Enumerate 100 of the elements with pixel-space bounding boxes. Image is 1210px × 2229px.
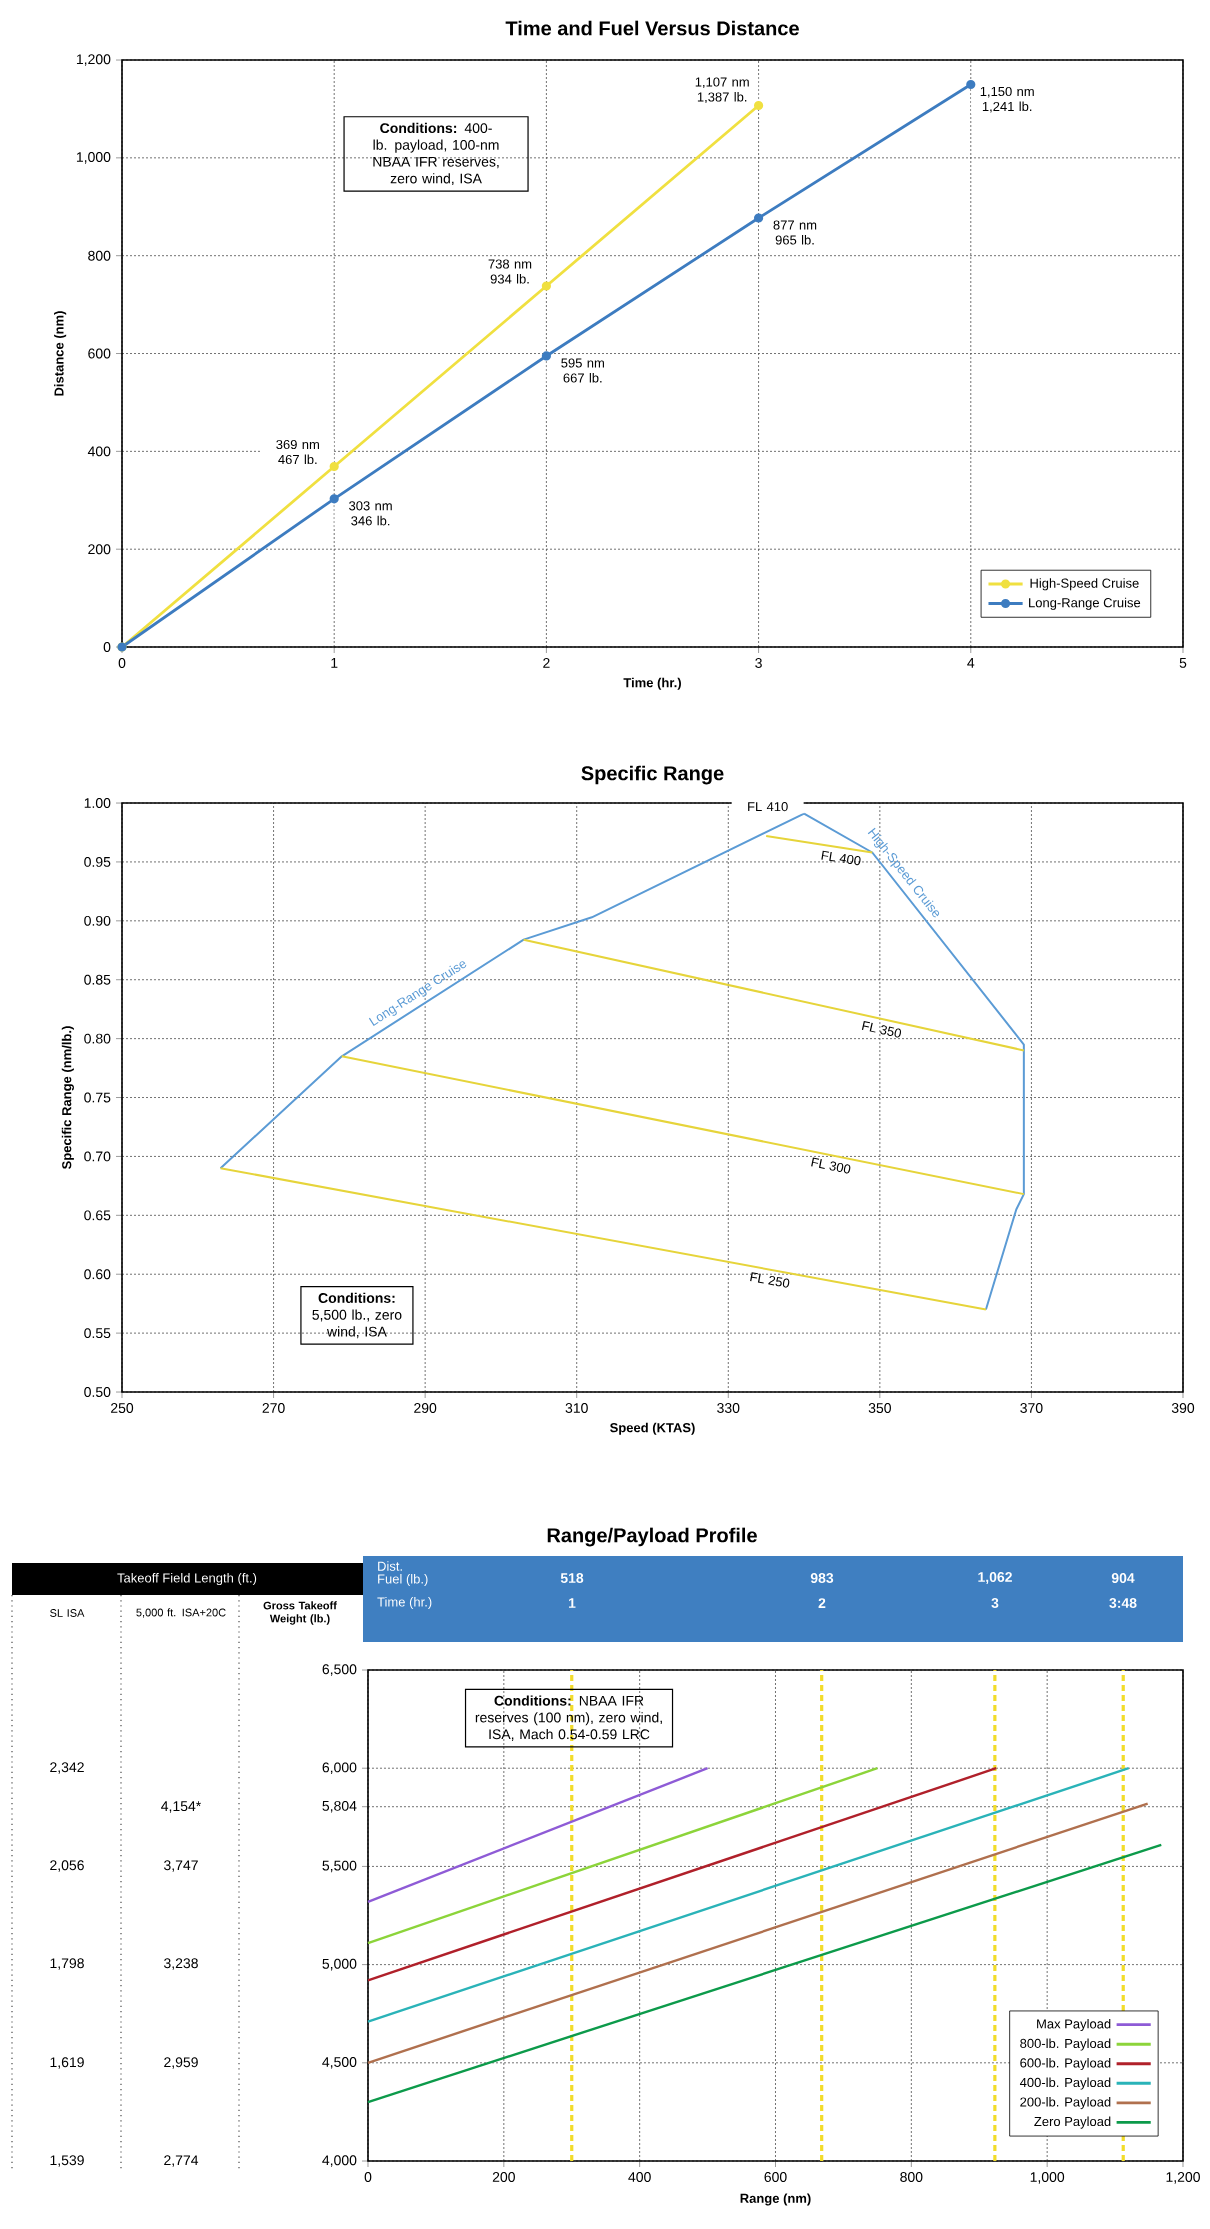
legend-label: 200-lb. Payload <box>1020 2097 1111 2110</box>
x-tick-label: 1 <box>331 658 338 668</box>
chart-title: Time and Fuel Versus Distance <box>505 20 799 36</box>
text: 3,238 <box>164 1958 198 1970</box>
y-tick-label: 0.95 <box>84 856 111 867</box>
y-tick-label: 0 <box>103 642 111 652</box>
text: FL 400 <box>821 850 861 866</box>
x-tick-label: 1,200 <box>1166 2172 1200 2184</box>
annotation: 877 nm 965 lb. <box>773 220 817 245</box>
x-tick-label: 4 <box>967 658 975 668</box>
x-tick-label: 370 <box>1020 1403 1043 1413</box>
y-tick-label: 0.70 <box>84 1151 111 1162</box>
text: 3,747 <box>164 1860 198 1872</box>
y-tick-label: 0.75 <box>84 1092 111 1103</box>
y-axis-title: Distance (nm) <box>54 311 67 396</box>
y-tick-label: 5,804 <box>322 1800 357 1813</box>
legend-label: 600-lb. Payload <box>1020 2058 1111 2071</box>
x-tick-label: 350 <box>868 1403 891 1413</box>
chart-title: Range/Payload Profile <box>547 1527 757 1547</box>
y-tick-label: 4,500 <box>322 2057 357 2069</box>
text: 2 <box>818 1598 826 1608</box>
x-tick-label: 3 <box>755 658 762 668</box>
x-tick-label: 0 <box>364 2172 372 2182</box>
text: Time (hr.) <box>377 1596 432 1610</box>
text: FL 350 <box>861 1020 902 1038</box>
x-tick-label: 200 <box>492 2172 515 2182</box>
text: 3 <box>991 1598 999 1608</box>
x-tick-label: 390 <box>1171 1403 1195 1413</box>
annotation: 369 nm 467 lb. <box>276 439 319 465</box>
y-tick-label: 0.60 <box>84 1269 111 1280</box>
y-tick-label: 5,500 <box>322 1860 357 1873</box>
annotation: Conditions: NBAA IFR reserves (100 nm), zero wind, ISA, Mach 0.54-0.59 LRC <box>475 1695 662 1741</box>
x-axis-title: Speed (KTAS) <box>610 1422 695 1435</box>
text: 5,000 ft. ISA+20C <box>136 1608 226 1618</box>
x-tick-label: 2 <box>543 658 550 668</box>
y-tick-label: 4,000 <box>322 2155 357 2167</box>
text: 1,798 <box>50 1958 84 1970</box>
y-tick-label: 1.00 <box>84 798 111 808</box>
legend-label: 800-lb. Payload <box>1020 2038 1111 2051</box>
text: 1,062 <box>978 1572 1012 1584</box>
y-tick-label: 0.85 <box>84 974 111 985</box>
y-tick-label: 0.90 <box>84 915 111 926</box>
text: 1,539 <box>50 2155 84 2167</box>
x-tick-label: 1,000 <box>1030 2172 1065 2184</box>
y-tick-label: 400 <box>87 446 111 457</box>
text: FL 250 <box>750 1272 790 1288</box>
x-tick-label: 290 <box>414 1403 437 1413</box>
x-tick-label: 250 <box>111 1403 134 1413</box>
y-tick-label: 1,200 <box>76 54 111 66</box>
text: 1,619 <box>50 2057 84 2069</box>
annotation: Conditions: 5,500 lb., zero wind, ISA <box>312 1292 402 1339</box>
y-tick-label: 1,000 <box>76 152 111 164</box>
x-axis-title: Range (nm) <box>740 2193 811 2206</box>
text: 2,342 <box>50 1762 84 1774</box>
text: 2,959 <box>164 2057 198 2069</box>
annotation: 1,150 nm 1,241 lb. <box>980 86 1034 113</box>
legend-label: 400-lb. Payload <box>1019 2077 1111 2090</box>
text: Takeoff Field Length (ft.) <box>117 1572 257 1586</box>
x-tick-label: 330 <box>717 1403 740 1413</box>
y-tick-label: 5,000 <box>322 1958 357 1971</box>
text: SL ISA <box>50 1609 85 1617</box>
annotation: 303 nm 346 lb. <box>349 501 392 526</box>
x-tick-label: 400 <box>628 2172 651 2182</box>
annotation: FL 410 <box>748 802 788 812</box>
y-tick-label: 0.80 <box>84 1033 111 1044</box>
text: 983 <box>810 1573 834 1583</box>
annotation: 1,107 nm 1,387 lb. <box>695 77 749 104</box>
text: FL 300 <box>811 1157 851 1174</box>
x-tick-label: 310 <box>565 1403 588 1413</box>
legend-label: Max Payload <box>1037 2018 1111 2032</box>
annotation: 738 nm 934 lb. <box>488 259 532 284</box>
y-axis-title: Specific Range (nm/lb.) <box>61 1026 74 1170</box>
text: 2,774 <box>164 2155 199 2167</box>
y-tick-label: 600 <box>88 348 111 359</box>
x-tick-label: 600 <box>764 2172 787 2182</box>
text: 2,056 <box>50 1860 84 1872</box>
y-axis-title: Gross Takeoff Weight (lb.) <box>263 1601 337 1625</box>
text: 3:48 <box>1109 1598 1137 1608</box>
text: 518 <box>560 1573 584 1583</box>
y-tick-label: 0.65 <box>84 1210 111 1221</box>
text: Dist. <box>378 1561 402 1571</box>
chart-title: Specific Range <box>581 765 724 785</box>
x-tick-label: 270 <box>262 1403 285 1413</box>
text: 4,154* <box>161 1801 202 1813</box>
text: 1 <box>568 1598 576 1608</box>
annotation: Conditions: 400-lb. payload, 100-nm NBAA IFR reserves, zero wind, ISA <box>373 122 499 186</box>
legend-label: Zero Payload <box>1034 2116 1111 2129</box>
legend-label: High-Speed Cruise <box>1030 578 1139 591</box>
x-tick-label: 5 <box>1179 658 1187 668</box>
y-tick-label: 6,500 <box>322 1664 357 1676</box>
text: 904 <box>1111 1573 1135 1583</box>
y-tick-label: 0.55 <box>84 1328 111 1339</box>
y-tick-label: 200 <box>88 544 111 555</box>
y-tick-label: 800 <box>88 250 111 261</box>
y-tick-label: 6,000 <box>322 1762 357 1774</box>
legend-label: Long-Range Cruise <box>1029 597 1141 610</box>
x-tick-label: 800 <box>900 2172 923 2182</box>
text: Fuel (lb.) <box>378 1573 428 1587</box>
x-axis-title: Time (hr.) <box>623 677 681 690</box>
y-tick-label: 0.50 <box>84 1387 111 1397</box>
